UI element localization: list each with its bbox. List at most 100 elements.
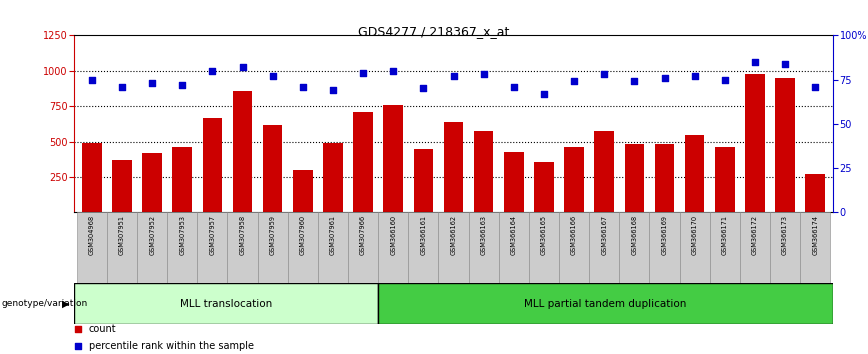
Bar <box>710 212 740 283</box>
Text: GSM307951: GSM307951 <box>119 215 125 255</box>
Text: GSM366171: GSM366171 <box>722 215 727 255</box>
Point <box>175 82 189 88</box>
Point <box>808 84 822 90</box>
Bar <box>233 91 253 212</box>
Point <box>292 141 306 146</box>
Bar <box>197 212 227 283</box>
Text: GSM366172: GSM366172 <box>752 215 758 255</box>
Bar <box>715 147 734 212</box>
Bar <box>685 135 705 212</box>
Bar <box>564 147 584 212</box>
Point <box>145 80 159 86</box>
Text: GSM304968: GSM304968 <box>89 215 95 255</box>
Bar <box>806 174 825 212</box>
Point <box>567 79 581 84</box>
Bar <box>288 212 318 283</box>
Bar <box>529 212 559 283</box>
Text: MLL translocation: MLL translocation <box>180 298 272 309</box>
Text: GSM307959: GSM307959 <box>270 215 276 255</box>
Bar <box>469 212 499 283</box>
Text: count: count <box>89 324 116 334</box>
Bar <box>680 212 710 283</box>
Point <box>658 75 672 81</box>
Bar <box>625 144 644 212</box>
Point <box>537 91 551 97</box>
Text: GSM366170: GSM366170 <box>692 215 698 255</box>
Bar <box>202 118 222 212</box>
Bar <box>619 212 649 283</box>
Text: GDS4277 / 218367_x_at: GDS4277 / 218367_x_at <box>358 25 510 38</box>
Text: GSM366173: GSM366173 <box>782 215 788 255</box>
Bar <box>444 122 464 212</box>
Text: GSM366160: GSM366160 <box>391 215 397 255</box>
Bar <box>173 147 192 212</box>
Bar <box>534 162 554 212</box>
Bar <box>649 212 680 283</box>
Point <box>206 68 220 74</box>
Point <box>446 73 460 79</box>
Bar <box>745 74 765 212</box>
Text: GSM307952: GSM307952 <box>149 215 155 255</box>
Bar <box>76 212 107 283</box>
Text: GSM366163: GSM366163 <box>481 215 487 255</box>
Point <box>597 72 611 77</box>
Text: GSM307958: GSM307958 <box>240 215 246 255</box>
Bar <box>384 105 403 212</box>
Bar <box>559 212 589 283</box>
Point <box>748 59 762 65</box>
Bar <box>740 212 770 283</box>
Text: genotype/variation: genotype/variation <box>2 299 88 308</box>
Bar <box>258 212 288 283</box>
Point <box>778 61 792 67</box>
Bar <box>74 283 378 324</box>
Bar <box>474 131 494 212</box>
Bar <box>800 212 831 283</box>
Point <box>386 68 400 74</box>
Bar <box>438 212 469 283</box>
Bar <box>227 212 258 283</box>
Bar <box>595 131 614 212</box>
Point <box>417 86 431 91</box>
Bar <box>82 143 102 212</box>
Bar <box>378 212 408 283</box>
Text: MLL partial tandem duplication: MLL partial tandem duplication <box>524 298 687 309</box>
Text: GSM307957: GSM307957 <box>209 215 215 255</box>
Text: GSM307966: GSM307966 <box>360 215 366 255</box>
Point <box>266 73 279 79</box>
Point <box>292 295 306 301</box>
Text: GSM366161: GSM366161 <box>420 215 426 255</box>
Bar <box>353 112 373 212</box>
Text: percentile rank within the sample: percentile rank within the sample <box>89 341 254 351</box>
Bar <box>142 153 162 212</box>
Text: GSM307960: GSM307960 <box>299 215 306 255</box>
Point <box>85 77 99 82</box>
Bar <box>348 212 378 283</box>
Bar <box>408 212 438 283</box>
Text: GSM366167: GSM366167 <box>602 215 608 255</box>
Bar <box>318 212 348 283</box>
Text: GSM366168: GSM366168 <box>631 215 637 255</box>
Point <box>296 84 310 90</box>
Text: GSM307961: GSM307961 <box>330 215 336 255</box>
Bar <box>775 78 795 212</box>
Text: GSM307953: GSM307953 <box>180 215 185 255</box>
Bar <box>413 149 433 212</box>
Text: GSM366174: GSM366174 <box>812 215 819 255</box>
Bar <box>654 144 674 212</box>
Bar <box>293 170 312 212</box>
Point <box>687 73 701 79</box>
Point <box>235 64 249 70</box>
Text: GSM366164: GSM366164 <box>510 215 516 255</box>
Text: GSM366169: GSM366169 <box>661 215 667 255</box>
Text: GSM366165: GSM366165 <box>541 215 547 255</box>
Text: GSM366162: GSM366162 <box>450 215 457 255</box>
Bar <box>378 283 833 324</box>
Text: ▶: ▶ <box>62 298 69 309</box>
Bar <box>499 212 529 283</box>
Bar <box>168 212 197 283</box>
Bar <box>137 212 168 283</box>
Point <box>718 77 732 82</box>
Point <box>628 79 641 84</box>
Point <box>356 70 370 75</box>
Bar <box>504 152 523 212</box>
